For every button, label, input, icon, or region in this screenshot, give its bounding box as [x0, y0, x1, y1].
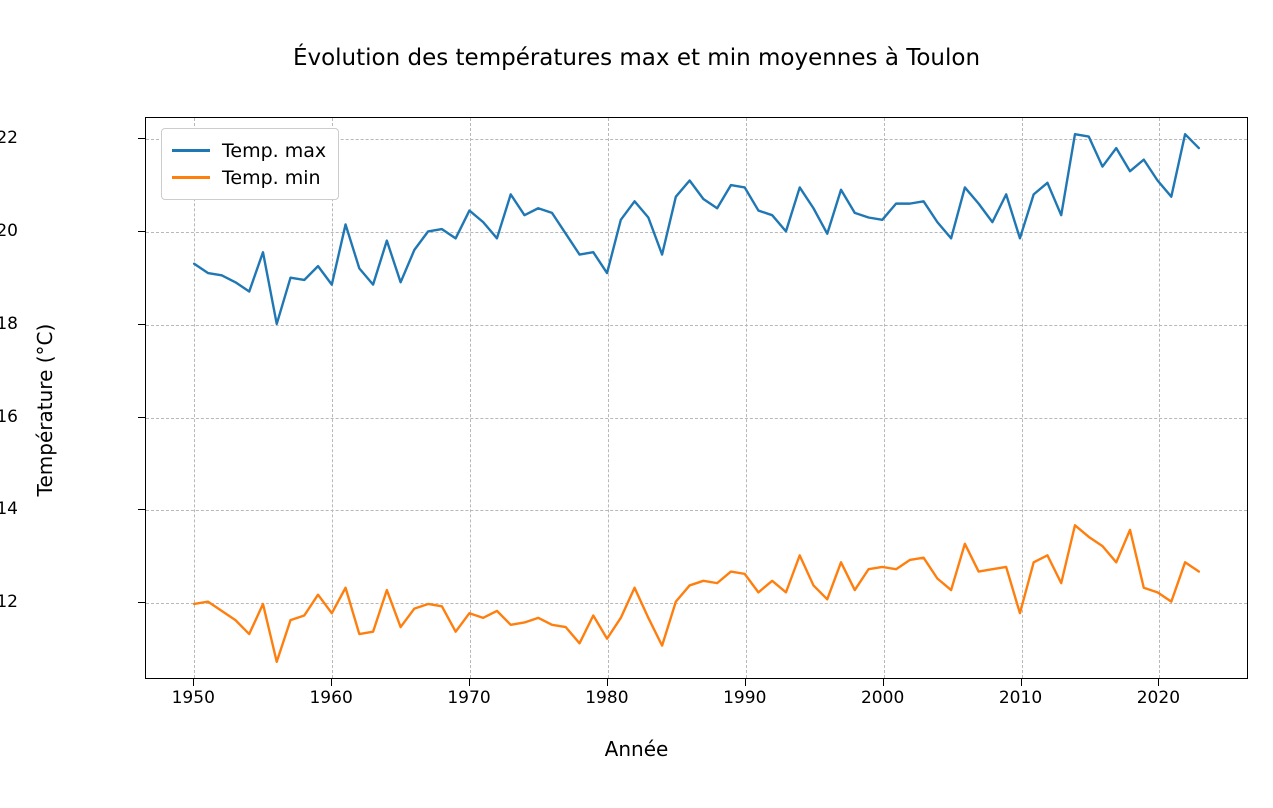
line-temp-min — [192, 524, 1201, 663]
x-tick-mark — [469, 679, 470, 686]
y-tick-mark — [138, 323, 145, 325]
x-tick-mark — [606, 679, 608, 686]
gridline-vertical — [332, 118, 334, 678]
legend-item-temp-max[interactable]: Temp. max — [172, 137, 326, 164]
x-tick-label: 1950 — [171, 688, 215, 708]
x-tick-label: 2000 — [860, 688, 905, 708]
gridline-horizontal — [146, 231, 1247, 233]
gridline-vertical — [745, 118, 747, 678]
gridline-horizontal — [146, 138, 1247, 140]
gridline-vertical — [194, 118, 196, 678]
gridline-vertical — [1021, 118, 1023, 678]
y-tick-label: 18 — [0, 313, 18, 334]
y-tick-label: 14 — [0, 499, 18, 520]
chart-legend[interactable]: Temp. max Temp. min — [161, 128, 340, 200]
y-tick-mark — [138, 137, 145, 139]
series-lines — [192, 133, 1201, 663]
x-tick-label: 2020 — [1136, 688, 1181, 708]
y-tick-label: 20 — [0, 220, 18, 241]
y-axis-label: Température (°C) — [33, 323, 57, 497]
y-tick-label: 16 — [0, 406, 18, 427]
legend-swatch-icon — [172, 176, 210, 179]
gridline-vertical — [1159, 118, 1161, 678]
x-tick-label: 2010 — [998, 688, 1043, 708]
y-tick-mark — [138, 602, 145, 604]
x-tick-label: 1980 — [585, 688, 629, 708]
y-tick-mark — [138, 230, 145, 232]
legend-label-temp-min: Temp. min — [222, 166, 321, 189]
x-tick-mark — [1020, 679, 1022, 686]
y-tick-mark — [138, 509, 145, 511]
page-title: Évolution des températures max et min mo… — [292, 45, 981, 71]
gridline-vertical — [607, 118, 609, 678]
gridline-vertical — [470, 118, 471, 678]
x-tick-label: 1960 — [309, 688, 353, 708]
gridline-horizontal — [146, 510, 1247, 512]
x-tick-mark — [882, 679, 884, 686]
x-tick-label: 1970 — [447, 688, 491, 708]
y-tick-label: 22 — [0, 127, 18, 148]
x-axis-label: Année — [604, 737, 669, 761]
gridline-horizontal — [146, 417, 1247, 419]
x-tick-mark — [1158, 679, 1160, 686]
x-tick-mark — [331, 679, 333, 686]
x-tick-mark — [744, 679, 746, 686]
gridline-horizontal — [146, 324, 1247, 326]
legend-item-temp-min[interactable]: Temp. min — [172, 164, 326, 191]
gridline-vertical — [883, 118, 885, 678]
plot-area — [145, 117, 1248, 679]
x-tick-mark — [193, 679, 195, 686]
line-temp-max — [192, 133, 1201, 326]
legend-label-temp-max: Temp. max — [222, 139, 327, 162]
y-tick-mark — [138, 416, 145, 418]
y-tick-label: 12 — [0, 592, 18, 613]
legend-swatch-icon — [172, 149, 210, 152]
x-tick-label: 1990 — [723, 688, 767, 708]
gridline-horizontal — [146, 603, 1247, 605]
